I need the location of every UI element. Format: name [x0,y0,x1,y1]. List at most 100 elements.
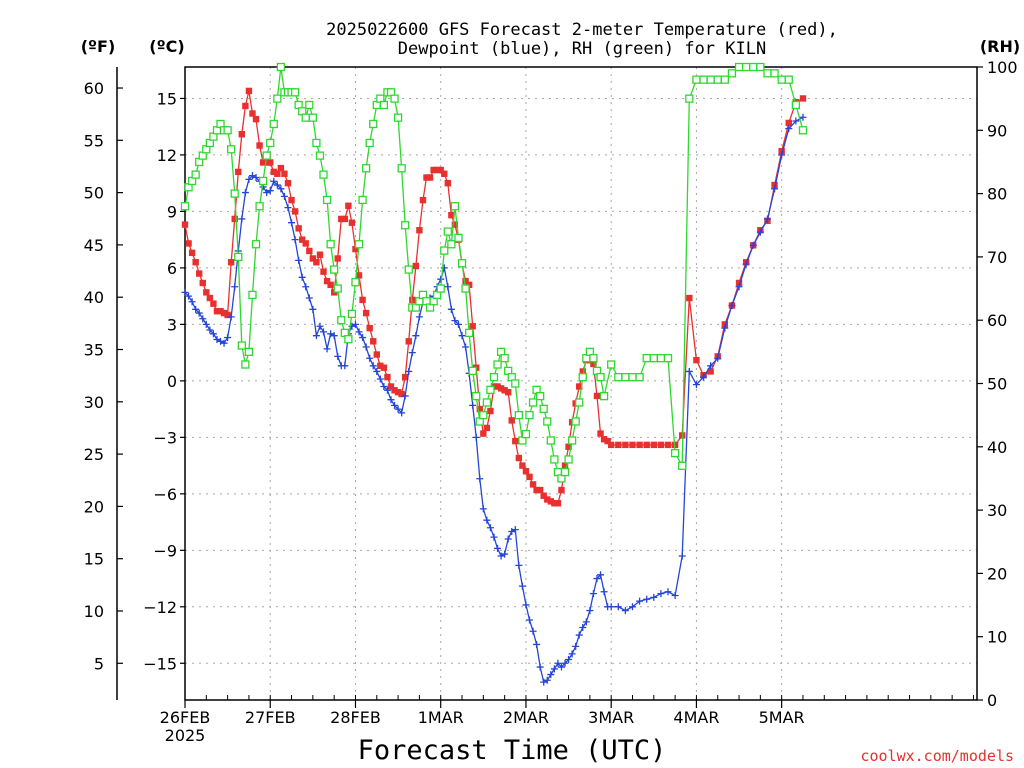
rh-point [596,373,605,382]
rh-point [614,373,623,382]
dewpoint-point [376,375,384,383]
rh-point [635,373,644,382]
temperature-point [629,441,636,449]
rh-point [326,240,335,249]
temperature-point [185,240,192,247]
rh-unit-label: (RH) [980,37,1020,56]
dewpoint-point [305,294,313,302]
dewpoint-point [192,305,200,313]
temperature-point [512,437,519,445]
fahrenheit-unit-label: (ºF) [81,37,116,56]
dewpoint-point [437,275,445,283]
temperature-point [252,115,260,123]
dewpoint-point [561,659,569,667]
temperature-point [437,166,444,174]
rh-point [273,94,282,103]
dewpoint-point [383,386,391,394]
temperature-point [441,170,448,177]
rh-point [486,385,495,394]
dewpoint-point [351,320,359,328]
dewpoint-point [373,367,381,375]
dewpoint-point [263,189,271,197]
temperature-point [277,164,285,172]
dewpoint-point [607,603,615,611]
dewpoint-point [515,561,523,569]
dewpoint-point [302,283,310,291]
temperature-point [419,196,427,204]
dewpoint-point [799,113,807,121]
dewpoint-point [245,175,253,183]
temperature-point [309,255,317,262]
temperature-point [291,208,299,215]
x-tick-label: 2MAR [503,708,549,727]
dewpoint-point [589,590,597,598]
rh-point [628,373,637,382]
dewpoint-point [252,174,260,182]
temperature-point [526,473,533,481]
temperature-point [299,236,306,243]
x-tick-label: 26FEB [160,708,211,727]
rh-point [322,195,332,205]
temperature-point [494,383,501,390]
temperature-point [650,441,658,449]
rh-point [692,75,701,84]
temperature-point [597,430,604,437]
dewpoint-point [398,409,406,417]
dewpoint-point [408,349,416,357]
temperature-point [636,441,643,449]
dewpoint-point [359,334,367,342]
dewpoint-markers [181,113,807,686]
temperature-point [451,221,459,228]
dewpoint-point [554,659,562,667]
temperature-point [544,496,551,503]
dewpoint-point [643,595,651,603]
temperature-point [345,202,352,209]
celsius-tick-label: 9 [167,202,177,221]
rh-point [589,354,598,363]
celsius-tick-label: 15 [157,89,177,108]
temperature-point [607,441,615,449]
temperature-point [604,437,611,445]
temperature-point [210,300,217,307]
dewpoint-point [231,283,239,291]
dewpoint-point [206,326,214,334]
rh-point [251,240,261,249]
rh-point [521,429,531,439]
dewpoint-point [405,367,413,375]
rh-point [514,410,523,420]
temperature-point [199,279,206,287]
dewpoint-point [614,603,622,611]
rh-point [564,455,573,464]
temperature-point [412,262,420,270]
temperature-point [426,174,434,181]
dewpoint-point [380,383,388,391]
dewpoint-point [213,335,221,343]
credit-link[interactable]: coolwx.com/models [860,747,1014,765]
temperature-point [423,174,430,181]
celsius-unit-label: (ºC) [149,37,184,56]
dewpoint-point [636,597,644,605]
dewpoint-point [600,588,608,596]
x-tick-label: 4MAR [673,708,719,727]
temperature-point [522,468,530,475]
rh-point [180,202,190,211]
rh-point [290,88,300,97]
temperature-point [259,159,267,166]
celsius-tick-label: 6 [167,259,177,278]
temperature-point [533,486,540,494]
dewpoint-line [184,116,804,684]
dewpoint-point [536,663,544,671]
dewpoint-point [224,334,232,342]
rh-point [390,94,399,103]
dewpoint-point [415,313,423,321]
celsius-tick-label: −3 [153,428,177,447]
temperature-point [707,368,714,375]
rh-tick-label: 0 [987,691,997,710]
x-tick-sublabel: 2025 [165,726,206,745]
dewpoint-point [195,309,203,317]
temperature-point [536,486,544,494]
dewpoint-point [714,354,722,362]
rh-point [393,113,403,122]
rh-point [255,202,264,211]
